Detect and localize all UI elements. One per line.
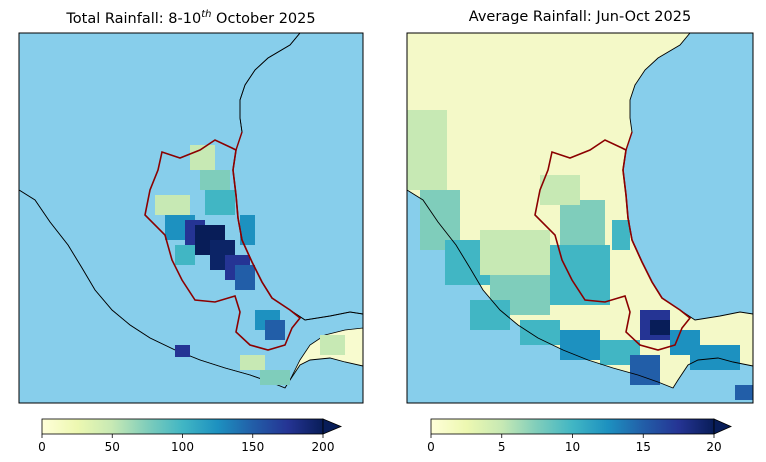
left-map-frame (18, 32, 364, 404)
left-rainfall-cells (155, 145, 345, 385)
right-map (407, 33, 753, 403)
right-ocean-south (407, 190, 753, 403)
right-colorbar-extend-arrow (713, 418, 732, 435)
left-coast-red (232, 131, 273, 299)
right-map-frame (406, 32, 754, 404)
colorbar-tick-label: 200 (312, 440, 335, 454)
colorbar-tick-label: 20 (706, 440, 721, 454)
colorbar-tick-label: 10 (565, 440, 580, 454)
left-colorbar-bar (41, 418, 324, 435)
colorbar-tick-label: 15 (636, 440, 651, 454)
right-map-title: Average Rainfall: Jun-Oct 2025 (468, 9, 692, 25)
left-map-title: Total Rainfall: 8-10th October 2025 (66, 9, 316, 27)
colorbar-tick-label: 5 (498, 440, 506, 454)
colorbar-tick-label: 0 (427, 440, 435, 454)
colorbar-tick-label: 0 (38, 440, 46, 454)
colorbar-tick-label: 150 (241, 440, 264, 454)
left-colorbar-ticks: 0 50 100 150 200 (38, 434, 334, 454)
right-colorbar: 0 5 10 15 20 (427, 418, 732, 454)
right-colorbar-bar (430, 418, 715, 435)
colorbar-tick-label: 50 (105, 440, 120, 454)
left-colorbar: 0 50 100 150 200 (38, 418, 343, 454)
left-map (19, 33, 363, 403)
colorbar-tick-label: 100 (171, 440, 194, 454)
left-colorbar-extend-arrow (322, 418, 343, 435)
left-coastline (19, 189, 363, 389)
left-ocean-south (19, 190, 363, 403)
right-coastline (407, 189, 753, 389)
right-coast-red (622, 131, 663, 299)
right-colorbar-ticks: 0 5 10 15 20 (427, 434, 722, 454)
